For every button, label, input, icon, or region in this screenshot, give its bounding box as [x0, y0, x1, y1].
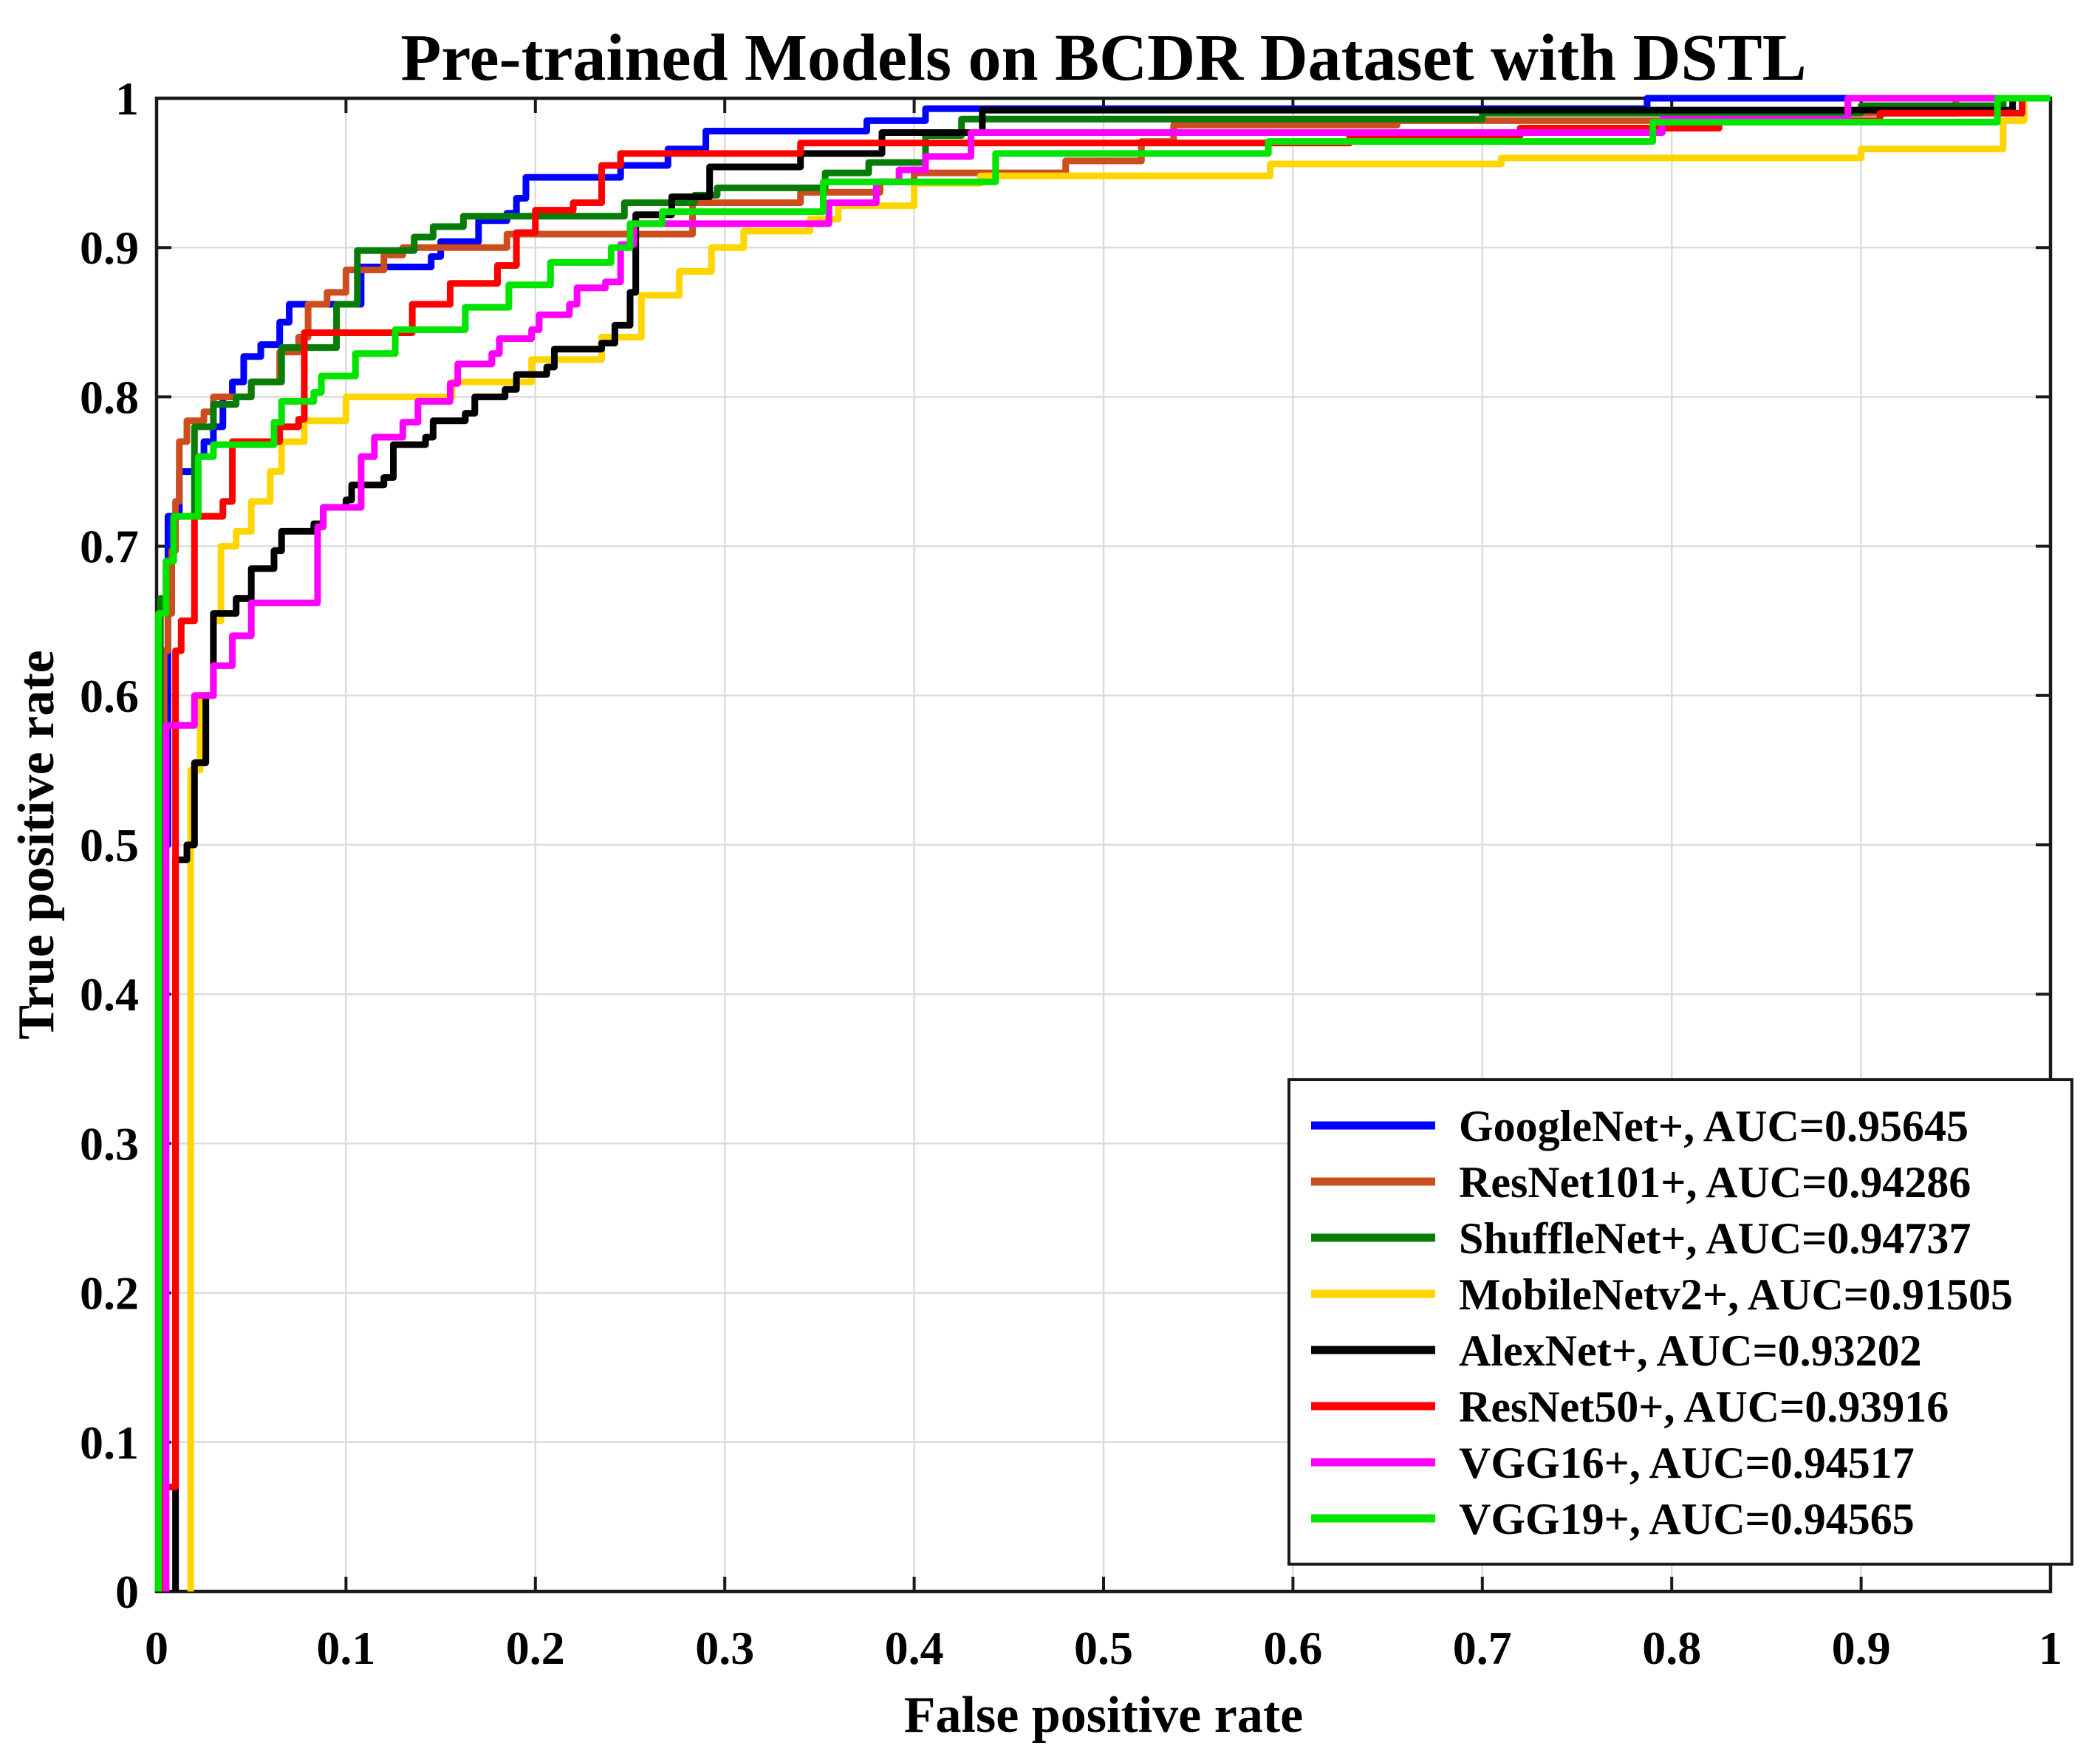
- y-tick-label: 0.5: [80, 819, 139, 871]
- y-tick-label: 0.6: [80, 670, 139, 722]
- x-tick-label: 0.8: [1642, 1622, 1701, 1674]
- x-tick-label: 0.6: [1263, 1622, 1322, 1674]
- legend-label-vgg16: VGG16+, AUC=0.94517: [1459, 1439, 1915, 1487]
- y-tick-label: 0.7: [80, 521, 139, 573]
- y-tick-label: 0.1: [80, 1416, 139, 1469]
- x-tick-label: 0.2: [506, 1622, 565, 1674]
- legend-label-shufflenet: ShuffleNet+, AUC=0.94737: [1459, 1214, 1971, 1263]
- chart-title: Pre-trained Models on BCDR Dataset with …: [400, 21, 1806, 95]
- x-tick-label: 0.9: [1832, 1622, 1891, 1674]
- series-curve-alexnet: [172, 95, 2051, 1591]
- series-curve-mobilenetv2: [187, 95, 2051, 1591]
- series-curve-vgg16: [163, 95, 2051, 1591]
- y-tick-label: 0.2: [80, 1267, 139, 1320]
- y-tick-label: 1: [115, 72, 139, 125]
- y-tick-label: 0.4: [80, 968, 139, 1021]
- legend-label-resnet101: ResNet101+, AUC=0.94286: [1459, 1158, 1971, 1207]
- y-axis-label: True positive rate: [8, 650, 65, 1039]
- x-tick-label: 0.7: [1453, 1622, 1512, 1674]
- legend-label-googlenet: GoogleNet+, AUC=0.95645: [1459, 1102, 1969, 1151]
- legend-box: [1287, 1078, 2073, 1566]
- y-tick-label: 0.9: [80, 222, 139, 274]
- legend-label-vgg19: VGG19+, AUC=0.94565: [1459, 1495, 1915, 1543]
- x-axis-label: False positive rate: [904, 1687, 1303, 1744]
- y-tick-label: 0.3: [80, 1117, 139, 1170]
- x-tick-label: 0.3: [695, 1622, 754, 1674]
- x-tick-label: 0.5: [1074, 1622, 1133, 1674]
- legend-label-mobilenetv2: MobileNetv2+, AUC=0.91505: [1459, 1270, 2013, 1319]
- x-tick-label: 0.1: [316, 1622, 375, 1674]
- x-tick-label: 0.4: [885, 1622, 944, 1674]
- legend-label-alexnet: AlexNet+, AUC=0.93202: [1459, 1326, 1922, 1375]
- y-tick-label: 0: [115, 1566, 139, 1618]
- x-tick-label: 0: [145, 1622, 168, 1674]
- series-curve-vgg19: [155, 95, 2051, 1591]
- legend-label-resnet50: ResNet50+, AUC=0.93916: [1459, 1382, 1949, 1431]
- x-tick-label: 1: [2039, 1622, 2062, 1674]
- y-tick-label: 0.8: [80, 371, 139, 423]
